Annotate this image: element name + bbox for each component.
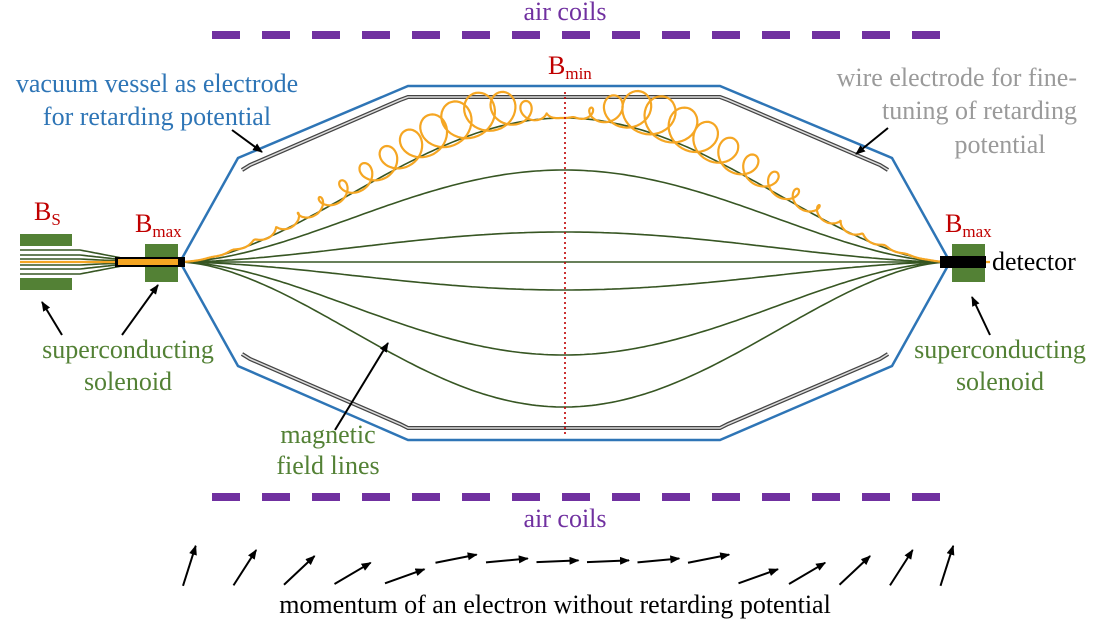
b-max-left: Bmax xyxy=(135,209,182,241)
momentum-arrow xyxy=(384,568,426,585)
momentum-arrow xyxy=(838,555,871,586)
solenoid-left-1: superconducting xyxy=(42,335,214,364)
momentum-arrow xyxy=(788,561,827,585)
coil-dash xyxy=(662,31,690,39)
coil-dash xyxy=(562,31,590,39)
coil-dash xyxy=(612,31,640,39)
coil-dash xyxy=(762,31,790,39)
momentum-arrow xyxy=(939,544,955,587)
coil-dash xyxy=(662,493,690,501)
wire-label-1: wire electrode for fine- xyxy=(837,63,1077,92)
momentum-arrow xyxy=(738,568,779,585)
field-label-2: field lines xyxy=(276,451,379,480)
momentum-arrow xyxy=(586,556,630,565)
momentum-arrow xyxy=(232,549,258,586)
solenoid-right-2: solenoid xyxy=(956,367,1044,396)
coil-dash xyxy=(862,31,890,39)
momentum-arrow xyxy=(485,555,529,564)
coil-dash xyxy=(262,31,290,39)
coil-dash xyxy=(312,493,340,501)
b-sub: S xyxy=(51,210,60,229)
field-line xyxy=(179,169,949,263)
wire-label-2: tuning of retarding xyxy=(882,96,1077,125)
coil-dash xyxy=(862,493,890,501)
pointers xyxy=(41,127,991,431)
wire-electrodes-inner xyxy=(241,96,889,429)
field-label-1: magnetic xyxy=(280,420,375,449)
solenoid-left-2: solenoid xyxy=(84,367,172,396)
b-sub: max xyxy=(152,222,182,241)
momentum-arrow xyxy=(889,549,914,586)
beam-tube-inner xyxy=(118,259,178,265)
coil-dash xyxy=(362,493,390,501)
momentum-arrows xyxy=(182,544,955,587)
coil-dash xyxy=(462,493,490,501)
coil-dash xyxy=(612,493,640,501)
b-source: BS xyxy=(34,197,61,229)
wire-label-3: potential xyxy=(955,130,1046,159)
coil-dash xyxy=(212,493,240,501)
vessel-label-2: for retarding potential xyxy=(43,102,271,131)
solenoid-right-1: superconducting xyxy=(914,335,1086,364)
coil-dash xyxy=(362,31,390,39)
coil-dash xyxy=(912,493,940,501)
field-line xyxy=(180,231,948,263)
detector-label: detector xyxy=(992,247,1076,276)
b-sub: min xyxy=(565,64,592,83)
momentum-arrow xyxy=(536,556,580,565)
field-line xyxy=(179,117,949,263)
b-base: B xyxy=(34,197,51,226)
momentum-arrow xyxy=(435,552,478,564)
coil-dash xyxy=(912,31,940,39)
momentum-arrow xyxy=(333,561,372,585)
momentum-arrow xyxy=(687,552,731,564)
momentum-arrow xyxy=(637,555,681,564)
coil-dash xyxy=(412,493,440,501)
coil-dash xyxy=(762,493,790,501)
b-base: B xyxy=(548,51,565,80)
coil-dash xyxy=(312,31,340,39)
coil-dash xyxy=(412,31,440,39)
coil-dash xyxy=(512,31,540,39)
air-coils xyxy=(212,31,940,501)
vessel-label-1: vacuum vessel as electrode xyxy=(16,69,298,98)
air-coils-top: air coils xyxy=(523,0,606,26)
b-min: Bmin xyxy=(548,51,592,83)
field-line xyxy=(180,261,948,291)
coil-dash xyxy=(562,493,590,501)
field-line xyxy=(179,261,949,408)
coil-dash xyxy=(812,31,840,39)
b-sub: max xyxy=(962,222,992,241)
coil-dash xyxy=(712,31,740,39)
momentum-arrow xyxy=(182,544,197,587)
momentum-arrow xyxy=(283,555,316,586)
coil-dash xyxy=(212,31,240,39)
coil-dash xyxy=(812,493,840,501)
detector-block xyxy=(940,256,986,268)
coil-dash xyxy=(512,493,540,501)
electron-track xyxy=(20,89,991,264)
b-base: B xyxy=(135,209,152,238)
b-max-right: Bmax xyxy=(945,209,992,241)
air-coils-bottom: air coils xyxy=(523,504,606,533)
coil-dash xyxy=(712,493,740,501)
field-line xyxy=(179,261,949,356)
coil-dash xyxy=(262,493,290,501)
b-base: B xyxy=(945,209,962,238)
coil-dash xyxy=(462,31,490,39)
momentum-label: momentum of an electron without retardin… xyxy=(279,590,831,619)
